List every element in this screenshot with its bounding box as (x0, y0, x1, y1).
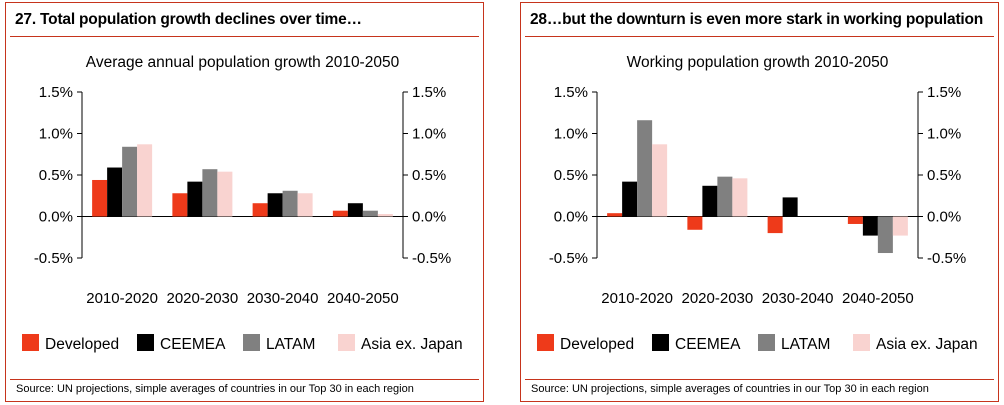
bar-asia-ex-japan-2020-2030 (217, 171, 233, 217)
y-tick-label-left: 1.0% (39, 126, 73, 143)
legend-swatch (853, 334, 870, 351)
y-tick-label-right: -0.5% (412, 250, 451, 267)
chart-title: Average annual population growth 2010-20… (86, 54, 400, 71)
source-note: Source: UN projections, simple averages … (16, 383, 414, 395)
y-tick-label-right: 0.5% (927, 167, 961, 184)
y-tick-label-left: 1.5% (554, 84, 588, 101)
bar-asia-ex-japan-2040-2050 (377, 214, 393, 217)
legend-swatch (652, 334, 669, 351)
legend-swatch (243, 334, 260, 351)
legend-label: LATAM (266, 336, 315, 353)
bar-developed-2030-2040 (252, 203, 268, 217)
legend-swatch (137, 334, 154, 351)
panel-title: 28…but the downturn is even more stark i… (530, 11, 984, 28)
source-divider (525, 379, 994, 380)
y-tick-label-left: -0.5% (549, 250, 588, 267)
bar-latam-2010-2020 (637, 120, 653, 217)
bar-ceemea-2020-2030 (187, 181, 203, 217)
bar-latam-2010-2020 (122, 146, 138, 217)
bar-latam-2020-2030 (717, 176, 733, 217)
x-tick-label: 2020-2030 (682, 290, 754, 307)
y-tick-label-left: -0.5% (34, 250, 73, 267)
y-tick-label-right: 1.5% (927, 84, 961, 101)
legend-swatch (338, 334, 355, 351)
legend-swatch (537, 334, 554, 351)
x-tick-label: 2040-2050 (842, 290, 914, 307)
bar-developed-2020-2030 (687, 216, 703, 230)
chart-title: Working population growth 2010-2050 (627, 54, 889, 71)
bar-ceemea-2010-2020 (622, 181, 638, 217)
bar-latam-2020-2030 (202, 169, 218, 217)
bar-latam-2040-2050 (877, 216, 893, 254)
bar-asia-ex-japan-2040-2050 (892, 216, 908, 236)
y-tick-label-left: 0.0% (554, 209, 588, 226)
bar-developed-2040-2050 (332, 210, 348, 217)
y-tick-label-right: 0.5% (412, 167, 446, 184)
x-tick-label: 2040-2050 (327, 290, 399, 307)
legend-label: LATAM (781, 336, 830, 353)
panel-title: 27. Total population growth declines ove… (15, 11, 362, 28)
title-divider (10, 36, 479, 37)
x-tick-label: 2030-2040 (762, 290, 834, 307)
legend-label: Developed (560, 336, 634, 353)
y-tick-label-right: 0.0% (412, 209, 446, 226)
chart-panel-working-population: 28…but the downturn is even more stark i… (520, 2, 999, 402)
bar-developed-2030-2040 (767, 216, 783, 234)
legend-label: CEEMEA (675, 336, 741, 353)
bar-ceemea-2030-2040 (267, 193, 283, 217)
source-note: Source: UN projections, simple averages … (531, 383, 929, 395)
bar-ceemea-2030-2040 (782, 197, 798, 217)
chart-panel-population: 27. Total population growth declines ove… (5, 2, 484, 402)
legend-label: Developed (45, 336, 119, 353)
legend-label: CEEMEA (160, 336, 226, 353)
legend-swatch (22, 334, 39, 351)
bar-asia-ex-japan-2020-2030 (732, 178, 748, 217)
population-growth-chart: Average annual population growth 2010-20… (22, 54, 463, 353)
y-tick-label-left: 0.5% (39, 167, 73, 184)
x-tick-label: 2010-2020 (601, 290, 673, 307)
x-tick-label: 2030-2040 (247, 290, 319, 307)
y-tick-label-right: 1.0% (927, 126, 961, 143)
title-divider (525, 36, 994, 37)
y-tick-label-right: 0.0% (927, 209, 961, 226)
bar-ceemea-2010-2020 (107, 167, 123, 217)
y-tick-label-right: -0.5% (927, 250, 966, 267)
x-tick-label: 2010-2020 (86, 290, 158, 307)
y-tick-label-left: 0.5% (554, 167, 588, 184)
bar-asia-ex-japan-2030-2040 (297, 193, 313, 217)
y-tick-label-right: 1.5% (412, 84, 446, 101)
bar-ceemea-2040-2050 (862, 216, 878, 236)
working-population-growth-chart: Working population growth 2010-2050 1.5% 1… (537, 54, 978, 353)
bar-developed-2010-2020 (607, 213, 623, 217)
y-tick-label-right: 1.0% (412, 126, 446, 143)
y-tick-label-left: 1.5% (39, 84, 73, 101)
bar-ceemea-2040-2050 (347, 203, 363, 217)
bar-asia-ex-japan-2010-2020 (137, 144, 153, 217)
bar-asia-ex-japan-2010-2020 (652, 144, 668, 217)
legend-label: Asia ex. Japan (361, 336, 463, 353)
bar-developed-2020-2030 (172, 193, 188, 217)
x-tick-label: 2020-2030 (167, 290, 239, 307)
legend-swatch (758, 334, 775, 351)
bar-latam-2040-2050 (362, 210, 378, 217)
y-tick-label-left: 0.0% (39, 209, 73, 226)
bar-ceemea-2020-2030 (702, 185, 718, 217)
legend-label: Asia ex. Japan (876, 336, 978, 353)
bar-developed-2040-2050 (847, 216, 863, 224)
bar-developed-2010-2020 (92, 179, 108, 217)
y-tick-label-left: 1.0% (554, 126, 588, 143)
bar-latam-2030-2040 (282, 190, 298, 217)
source-divider (10, 379, 479, 380)
